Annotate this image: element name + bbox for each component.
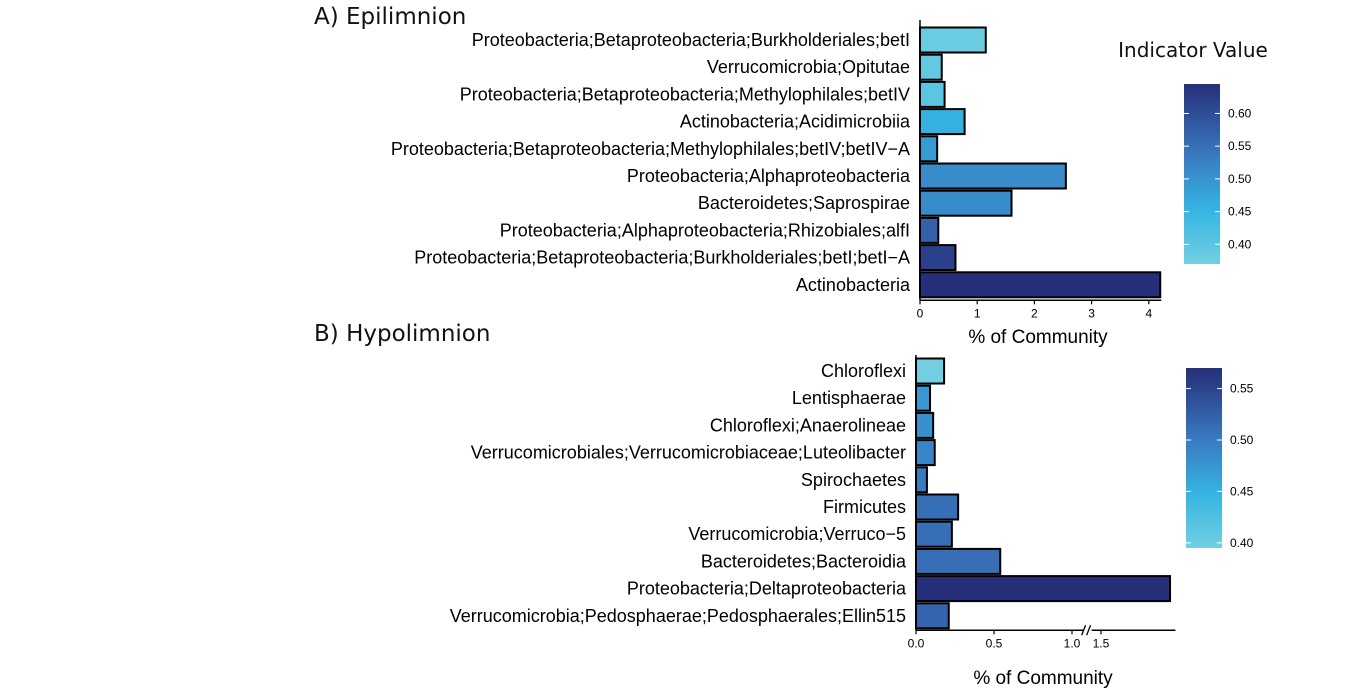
panel-title-epilimnion: A) Epilimnion [314, 4, 466, 30]
x-axis-hypolimnion: 0.0 0.5 1.0 1.5 [908, 355, 1176, 650]
legend-title: Indicator Value [1118, 38, 1268, 62]
bar [915, 493, 960, 521]
x-tick-label: 2 [1031, 306, 1038, 320]
colorbar-ticks-hypolimnion: 0.40 0.45 0.50 0.55 [1186, 382, 1254, 550]
category-label: Proteobacteria;Betaproteobacteria;Methyl… [391, 139, 910, 159]
category-label: Proteobacteria;Alphaproteobacteria;Rhizo… [500, 220, 910, 240]
x-tick-label: 0.5 [986, 636, 1003, 650]
bars-hypolimnion [915, 357, 1172, 630]
colorbar-tick-label: 0.50 [1230, 433, 1254, 447]
bar [915, 411, 935, 439]
bar [919, 244, 957, 272]
category-label: Proteobacteria;Alphaproteobacteria [627, 166, 911, 186]
category-label: Verrucomicrobia;Verruco−5 [688, 524, 906, 544]
panel-epilimnion: A) Epilimnion Proteobacteria;Betaproteob… [314, 4, 1162, 348]
bar [919, 271, 1162, 299]
category-labels-hypolimnion: Chloroflexi Lentisphaerae Chloroflexi;Anae… [450, 361, 907, 626]
bar [919, 26, 987, 54]
category-label: Proteobacteria;Betaproteobacteria;Burkho… [472, 30, 910, 50]
colorbar-tick-label: 0.55 [1228, 139, 1252, 153]
bar [919, 108, 966, 136]
colorbar-tick-label: 0.45 [1230, 484, 1254, 498]
category-label: Bacteroidetes;Saprospirae [698, 193, 910, 213]
colorbar-gradient-hypolimnion [1186, 368, 1222, 548]
panel-hypolimnion: B) Hypolimnion ChloroflexiLentisphaeraeC… [314, 321, 1176, 689]
colorbar-epilimnion: 0.40 0.45 0.50 0.55 0.60 [1184, 84, 1252, 264]
category-label: Verrucomicrobia;Pedosphaerae;Pedosphaera… [450, 606, 906, 626]
category-label: Actinobacteria [796, 275, 911, 295]
panel-title-hypolimnion: B) Hypolimnion [314, 321, 490, 347]
x-axis-title-hypolimnion: % of Community [973, 668, 1113, 689]
colorbar-ticks-epilimnion: 0.40 0.45 0.50 0.55 0.60 [1184, 106, 1252, 251]
x-tick-label: 1.5 [1093, 636, 1110, 650]
bar [919, 135, 939, 163]
bar [915, 547, 1002, 575]
axis-break-mark [1080, 625, 1087, 636]
x-tick-label: 3 [1088, 306, 1095, 320]
category-label: Firmicutes [823, 497, 906, 517]
bar [919, 162, 1067, 190]
bar [915, 466, 928, 494]
x-tick-label: 1 [974, 306, 981, 320]
colorbar-tick-label: 0.50 [1228, 172, 1252, 186]
category-label: Proteobacteria;Betaproteobacteria;Methyl… [460, 84, 910, 104]
x-axis-epilimnion: 0 1 2 3 4 [917, 20, 1162, 320]
bar [919, 53, 943, 81]
category-label: Chloroflexi [821, 361, 906, 381]
colorbar-tick-label: 0.40 [1230, 536, 1254, 550]
colorbar-tick-label: 0.60 [1228, 106, 1252, 120]
x-axis-title-epilimnion: % of Community [968, 327, 1108, 348]
bar [915, 384, 932, 412]
category-label: Spirochaetes [801, 470, 906, 490]
category-label: Proteobacteria;Deltaproteobacteria [627, 579, 907, 599]
colorbar-hypolimnion: 0.40 0.45 0.50 0.55 [1186, 368, 1254, 550]
bar [915, 575, 1172, 603]
colorbar-tick-label: 0.40 [1228, 237, 1252, 251]
colorbar-tick-label: 0.45 [1228, 205, 1252, 219]
axis-break-mark [1085, 625, 1092, 636]
bar [915, 357, 946, 385]
x-tick-label: 0 [917, 306, 924, 320]
colorbar-gradient-epilimnion [1184, 84, 1220, 264]
bar [915, 520, 953, 548]
category-label: Proteobacteria;Betaproteobacteria;Burkho… [414, 248, 910, 268]
category-label: Lentisphaerae [792, 388, 906, 408]
bars-epilimnion [919, 26, 1162, 299]
bar [919, 80, 946, 108]
category-label: Verrucomicrobiales;Verrucomicrobiaceae;L… [471, 443, 906, 463]
bar [919, 216, 940, 244]
x-tick-label: 0.0 [908, 636, 925, 650]
bar [915, 439, 936, 467]
bar [919, 189, 1013, 217]
category-label: Actinobacteria;Acidimicrobiia [680, 112, 911, 132]
category-labels-epilimnion: Proteobacteria;Betaproteobacteria;Burkho… [391, 30, 911, 295]
category-label: Verrucomicrobia;Opitutae [707, 57, 910, 77]
category-label: Bacteroidetes;Bacteroidia [701, 551, 907, 571]
x-tick-label: 4 [1145, 306, 1152, 320]
x-tick-label: 1.0 [1064, 636, 1081, 650]
category-label: Chloroflexi;Anaerolineae [710, 415, 906, 435]
bar [915, 602, 950, 630]
colorbar-tick-label: 0.55 [1230, 382, 1254, 396]
